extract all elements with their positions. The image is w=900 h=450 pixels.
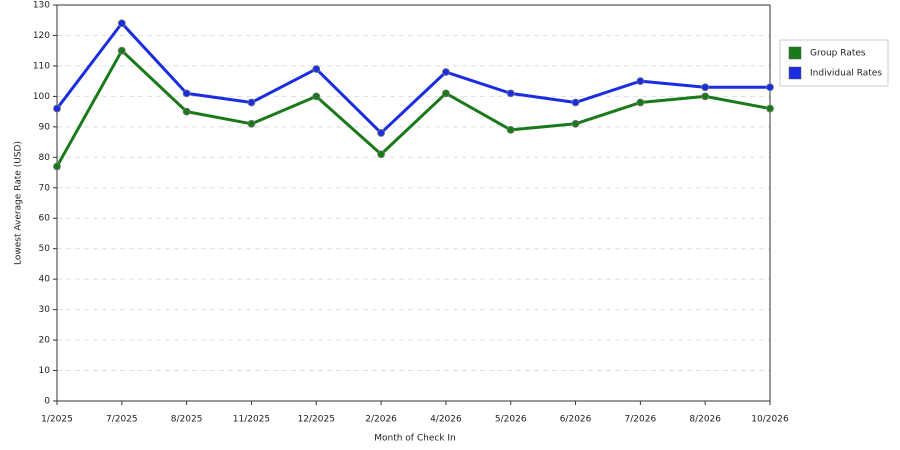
- data-point: [701, 92, 710, 101]
- x-tick-label: 8/2026: [689, 415, 721, 425]
- data-point: [701, 83, 710, 92]
- data-point: [182, 107, 191, 116]
- data-point: [636, 98, 645, 107]
- legend-label: Group Rates: [810, 49, 866, 59]
- y-tick-label: 70: [39, 183, 51, 193]
- x-tick-label: 1/2025: [41, 415, 73, 425]
- series-line: [55, 49, 771, 168]
- x-tick-label: 2/2026: [365, 415, 397, 425]
- data-point: [506, 89, 515, 98]
- data-point: [247, 98, 256, 107]
- y-axis-label: Lowest Average Rate (USD): [14, 141, 24, 265]
- y-tick-label: 80: [39, 153, 51, 163]
- data-point: [53, 162, 61, 171]
- y-tick-label: 50: [39, 244, 51, 254]
- plot-frame: [56, 4, 771, 402]
- y-tick-label: 30: [39, 305, 51, 315]
- x-axis-label: Month of Check In: [374, 434, 456, 444]
- data-point: [312, 65, 321, 73]
- y-tick-label: 0: [44, 397, 50, 407]
- data-point: [766, 104, 774, 113]
- data-point: [442, 89, 450, 98]
- data-point: [53, 104, 61, 113]
- y-tick-label: 10: [39, 366, 51, 376]
- series-line: [55, 21, 770, 135]
- data-point: [571, 119, 580, 128]
- x-tick-label: 5/2026: [495, 415, 527, 425]
- y-tick-label: 100: [33, 92, 50, 102]
- y-tick-label: 40: [39, 275, 51, 285]
- data-point: [117, 46, 126, 55]
- x-tick-label: 7/2025: [106, 415, 138, 425]
- data-point: [377, 150, 385, 159]
- y-tick-label: 130: [33, 1, 50, 11]
- y-tick-label: 120: [33, 31, 50, 41]
- x-tick-label: 6/2026: [560, 415, 592, 425]
- y-tick-label: 20: [39, 336, 51, 346]
- data-point: [442, 68, 450, 76]
- legend-swatch: [788, 66, 802, 80]
- data-point: [636, 77, 645, 86]
- x-tick-label: 10/2026: [751, 415, 789, 425]
- x-tick-label: 7/2026: [625, 415, 657, 425]
- data-point: [312, 92, 321, 101]
- legend-swatch: [788, 46, 802, 60]
- legend-label: Individual Rates: [810, 69, 882, 79]
- data-point: [766, 83, 774, 92]
- x-tick-label: 11/2025: [233, 415, 270, 425]
- data-point: [377, 129, 385, 137]
- x-tick-label: 12/2025: [298, 415, 335, 425]
- data-point: [247, 119, 256, 128]
- y-tick-label: 110: [33, 61, 50, 71]
- data-point: [117, 19, 126, 28]
- data-point: [506, 125, 515, 134]
- data-point: [571, 98, 580, 107]
- y-tick-label: 90: [39, 122, 51, 132]
- y-tick-label: 60: [39, 214, 51, 224]
- x-tick-label: 4/2026: [430, 415, 462, 425]
- x-tick-label: 8/2025: [171, 415, 203, 425]
- data-point: [182, 89, 191, 98]
